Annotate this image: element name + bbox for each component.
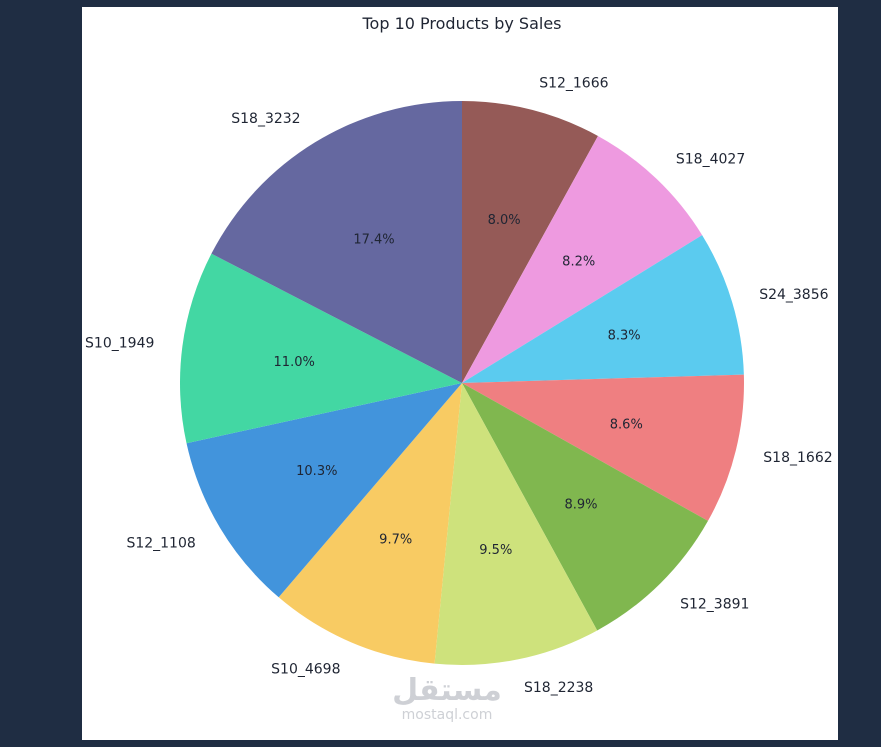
pie-slice-s12_3891: [462, 383, 708, 631]
category-label: S18_2238: [524, 680, 593, 696]
percent-label: 10.3%: [296, 464, 337, 479]
watermark-logo: مستقل mostaql.com: [382, 673, 512, 724]
category-label: S12_1108: [126, 535, 195, 551]
pie-chart: Top 10 Products by Sales 8.0% 8.2% 8.3% 8.6…: [85, 14, 833, 696]
pie-slice-s10_1949: [179, 253, 462, 444]
category-label: S18_3232: [231, 111, 300, 127]
percent-label: 8.9%: [564, 497, 597, 512]
category-label: S18_4027: [676, 151, 745, 167]
percent-label: 9.5%: [479, 543, 512, 558]
pie-slices: [179, 101, 744, 665]
percent-label: 17.4%: [353, 233, 394, 248]
pie-slice-s18_2238: [434, 383, 598, 665]
percent-label: 8.3%: [608, 329, 641, 344]
pie-slice-s10_4698: [278, 383, 462, 664]
pie-slice-s12_1108: [186, 383, 462, 598]
category-label: S12_3891: [680, 597, 749, 613]
percent-label: 9.7%: [379, 533, 412, 548]
pie-slice-s12_1666: [462, 101, 598, 383]
category-label: S24_3856: [759, 287, 828, 303]
watermark-arabic-text: مستقل: [392, 673, 502, 708]
chart-card: Top 10 Products by Sales 8.0% 8.2% 8.3% 8.6…: [82, 7, 838, 740]
pie-slice-s18_4027: [462, 135, 703, 383]
pie-slice-s24_3856: [462, 235, 744, 383]
category-label: S10_4698: [271, 661, 340, 677]
percent-labels: 8.0% 8.2% 8.3% 8.6% 8.9% 9.5% 9.7% 10.3% 11.0% 17…: [274, 213, 643, 558]
category-label: S18_1662: [763, 450, 832, 466]
category-labels: S12_1666 S18_4027 S24_3856 S18_1662 S12_3891…: [85, 76, 833, 696]
percent-label: 11.0%: [274, 355, 315, 370]
watermark-latin-text: mostaql.com: [401, 707, 493, 723]
pie-slice-s18_1662: [462, 374, 744, 521]
percent-label: 8.6%: [610, 417, 643, 432]
category-label: S12_1666: [539, 76, 608, 92]
percent-label: 8.2%: [562, 255, 595, 270]
pie-slice-s18_3232: [211, 101, 462, 383]
percent-label: 8.0%: [488, 213, 521, 228]
chart-title: Top 10 Products by Sales: [362, 14, 562, 33]
category-label: S10_1949: [85, 336, 154, 352]
